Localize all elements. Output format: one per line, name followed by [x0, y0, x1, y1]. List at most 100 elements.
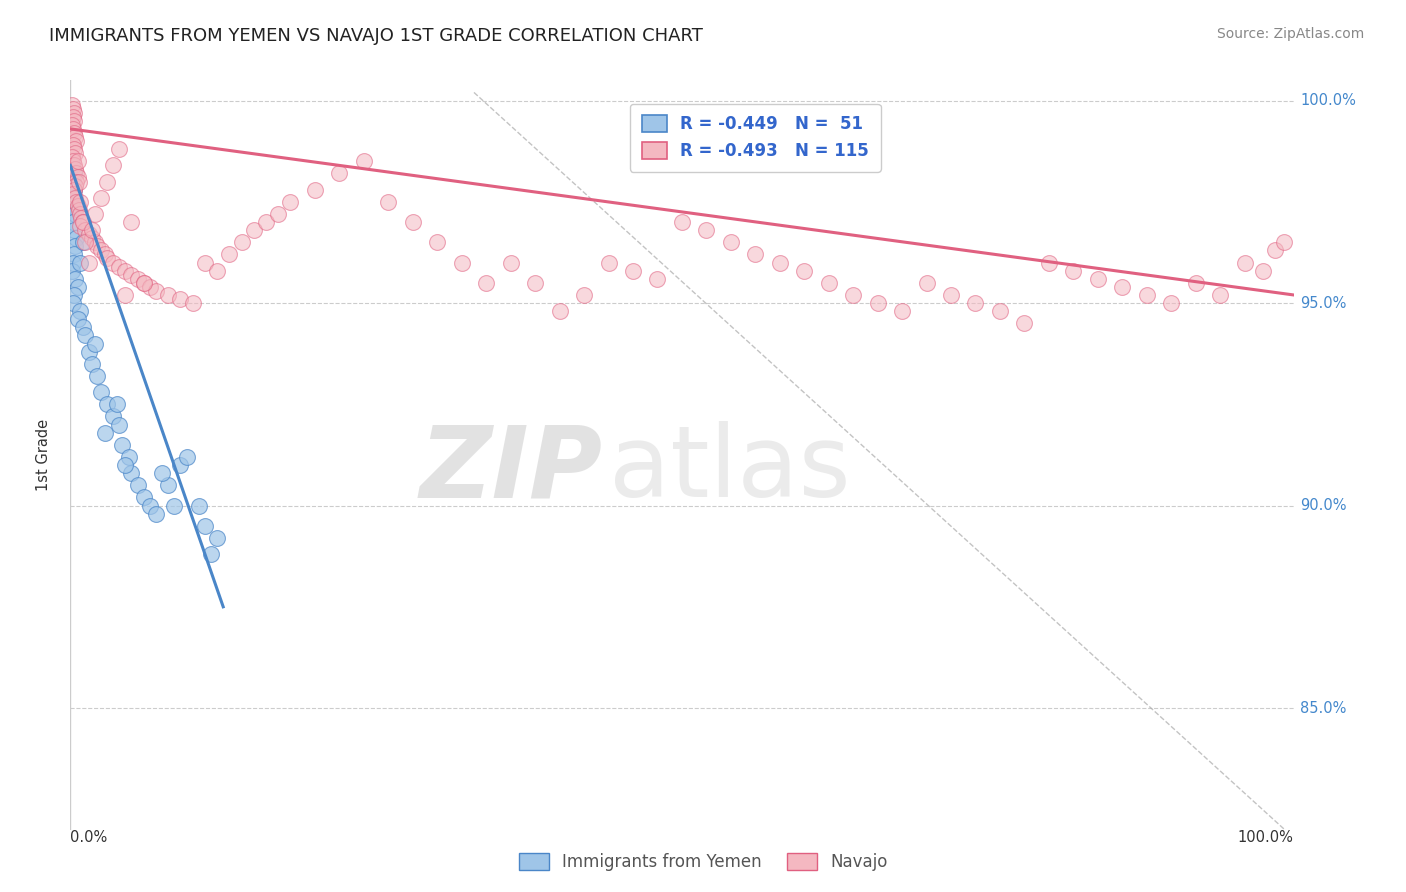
Text: Source: ZipAtlas.com: Source: ZipAtlas.com — [1216, 27, 1364, 41]
R = -0.493   N = 115 — [1233, 255, 1256, 269]
R = -0.493   N = 115 — [1251, 263, 1274, 277]
R = -0.449   N =  51 — [77, 344, 100, 359]
R = -0.449   N =  51 — [62, 296, 84, 310]
R = -0.493   N = 115 — [82, 231, 104, 245]
R = -0.449   N =  51 — [63, 288, 86, 302]
R = -0.493   N = 115 — [63, 162, 86, 177]
R = -0.493   N = 115 — [63, 178, 86, 193]
R = -0.493   N = 115 — [1184, 276, 1206, 290]
R = -0.449   N =  51 — [60, 199, 83, 213]
R = -0.493   N = 115 — [108, 142, 131, 156]
R = -0.493   N = 115 — [744, 247, 766, 261]
Text: 95.0%: 95.0% — [1301, 295, 1347, 310]
R = -0.493   N = 115 — [1087, 271, 1109, 285]
R = -0.493   N = 115 — [83, 235, 105, 250]
R = -0.449   N =  51 — [63, 207, 86, 221]
R = -0.449   N =  51 — [82, 357, 104, 371]
R = -0.493   N = 115 — [353, 154, 375, 169]
R = -0.493   N = 115 — [62, 102, 84, 116]
Legend: Immigrants from Yemen, Navajo: Immigrants from Yemen, Navajo — [510, 845, 896, 880]
R = -0.449   N =  51 — [66, 312, 89, 326]
R = -0.449   N =  51 — [169, 458, 191, 472]
R = -0.493   N = 115 — [63, 183, 86, 197]
R = -0.493   N = 115 — [524, 276, 547, 290]
R = -0.449   N =  51 — [127, 478, 149, 492]
R = -0.493   N = 115 — [60, 118, 83, 132]
R = -0.493   N = 115 — [866, 296, 889, 310]
R = -0.449   N =  51 — [65, 231, 87, 245]
R = -0.449   N =  51 — [69, 255, 91, 269]
R = -0.493   N = 115 — [62, 154, 84, 169]
R = -0.493   N = 115 — [769, 255, 792, 269]
R = -0.493   N = 115 — [450, 255, 472, 269]
R = -0.493   N = 115 — [169, 292, 191, 306]
R = -0.493   N = 115 — [60, 97, 83, 112]
R = -0.493   N = 115 — [891, 304, 914, 318]
R = -0.449   N =  51 — [90, 385, 112, 400]
R = -0.493   N = 115 — [647, 271, 669, 285]
R = -0.493   N = 115 — [181, 296, 204, 310]
R = -0.449   N =  51 — [163, 499, 186, 513]
R = -0.493   N = 115 — [77, 255, 100, 269]
R = -0.493   N = 115 — [63, 130, 86, 145]
R = -0.493   N = 115 — [157, 288, 180, 302]
R = -0.493   N = 115 — [1264, 244, 1286, 258]
R = -0.449   N =  51 — [86, 368, 108, 383]
R = -0.449   N =  51 — [66, 280, 89, 294]
R = -0.493   N = 115 — [66, 154, 89, 169]
R = -0.493   N = 115 — [77, 227, 100, 242]
R = -0.493   N = 115 — [72, 215, 94, 229]
R = -0.449   N =  51 — [121, 466, 143, 480]
R = -0.493   N = 115 — [1038, 255, 1060, 269]
R = -0.493   N = 115 — [205, 263, 228, 277]
R = -0.493   N = 115 — [65, 134, 87, 148]
R = -0.493   N = 115 — [69, 219, 91, 233]
R = -0.449   N =  51 — [72, 320, 94, 334]
R = -0.493   N = 115 — [475, 276, 498, 290]
R = -0.493   N = 115 — [108, 260, 131, 274]
R = -0.493   N = 115 — [267, 207, 290, 221]
R = -0.449   N =  51 — [63, 239, 86, 253]
R = -0.493   N = 115 — [121, 215, 143, 229]
Text: 100.0%: 100.0% — [1237, 830, 1294, 845]
R = -0.449   N =  51 — [60, 158, 83, 172]
R = -0.449   N =  51 — [132, 491, 155, 505]
Text: 1st Grade: 1st Grade — [37, 419, 51, 491]
R = -0.449   N =  51 — [118, 450, 141, 464]
R = -0.493   N = 115 — [96, 175, 118, 189]
R = -0.493   N = 115 — [65, 194, 87, 209]
R = -0.493   N = 115 — [127, 271, 149, 285]
R = -0.493   N = 115 — [62, 110, 84, 124]
R = -0.493   N = 115 — [66, 170, 89, 185]
R = -0.493   N = 115 — [842, 288, 865, 302]
R = -0.493   N = 115 — [63, 105, 86, 120]
R = -0.493   N = 115 — [243, 223, 266, 237]
R = -0.449   N =  51 — [62, 255, 84, 269]
R = -0.493   N = 115 — [73, 235, 96, 250]
R = -0.493   N = 115 — [121, 268, 143, 282]
R = -0.493   N = 115 — [101, 158, 124, 172]
R = -0.493   N = 115 — [62, 138, 84, 153]
R = -0.493   N = 115 — [1014, 316, 1036, 330]
R = -0.493   N = 115 — [72, 215, 94, 229]
R = -0.449   N =  51 — [145, 507, 167, 521]
Text: 90.0%: 90.0% — [1301, 498, 1347, 513]
R = -0.493   N = 115 — [70, 211, 93, 225]
R = -0.449   N =  51 — [93, 425, 115, 440]
R = -0.449   N =  51 — [108, 417, 131, 432]
R = -0.449   N =  51 — [83, 336, 105, 351]
R = -0.493   N = 115 — [139, 280, 162, 294]
R = -0.493   N = 115 — [304, 183, 326, 197]
Text: 100.0%: 100.0% — [1301, 93, 1357, 108]
R = -0.449   N =  51 — [63, 271, 86, 285]
R = -0.493   N = 115 — [598, 255, 620, 269]
R = -0.493   N = 115 — [73, 223, 96, 237]
R = -0.493   N = 115 — [63, 191, 86, 205]
R = -0.493   N = 115 — [965, 296, 987, 310]
R = -0.449   N =  51 — [73, 328, 96, 343]
R = -0.493   N = 115 — [194, 255, 217, 269]
R = -0.493   N = 115 — [82, 223, 104, 237]
R = -0.493   N = 115 — [63, 113, 86, 128]
R = -0.449   N =  51 — [105, 397, 128, 411]
R = -0.449   N =  51 — [205, 531, 228, 545]
